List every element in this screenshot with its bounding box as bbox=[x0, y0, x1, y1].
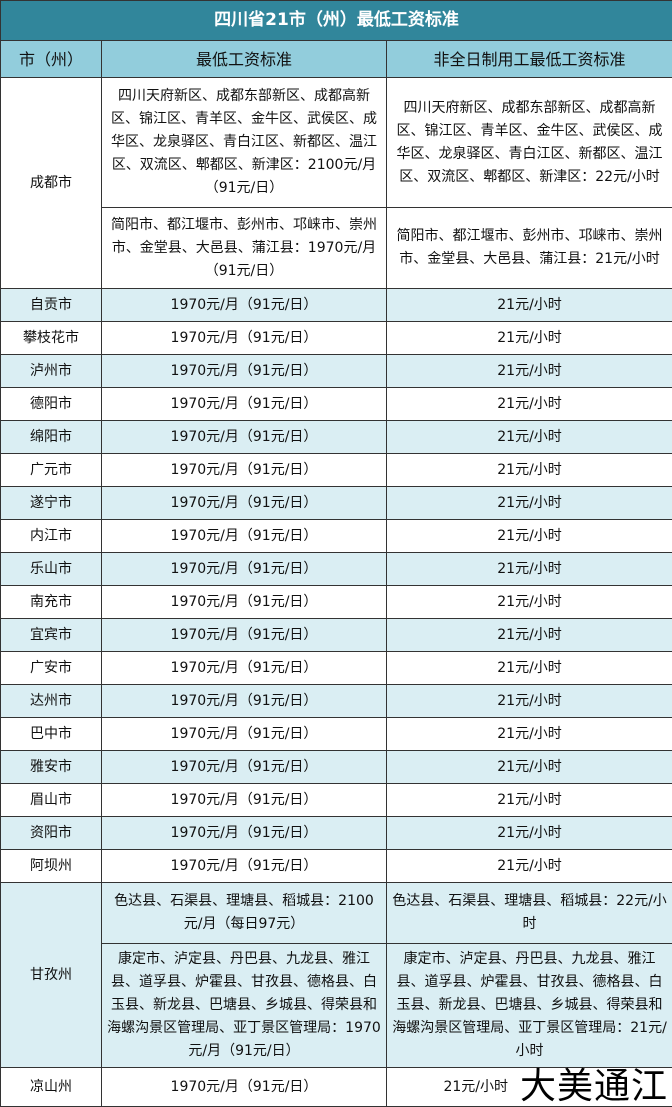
hourly-wage: 21元/小时 bbox=[387, 421, 672, 454]
table-row: 康定市、泸定县、丹巴县、九龙县、雅江县、道孚县、炉霍县、甘孜县、德格县、白玉县、… bbox=[1, 944, 672, 1068]
monthly-wage: 1970元/月（91元/日） bbox=[102, 421, 387, 454]
city-name: 巴中市 bbox=[1, 718, 102, 751]
city-name: 绵阳市 bbox=[1, 421, 102, 454]
monthly-wage: 1970元/月（91元/日） bbox=[102, 751, 387, 784]
hourly-wage: 21元/小时 bbox=[387, 322, 672, 355]
city-name: 广元市 bbox=[1, 454, 102, 487]
city-name: 南充市 bbox=[1, 586, 102, 619]
city-name: 泸州市 bbox=[1, 355, 102, 388]
hourly-wage: 21元/小时 bbox=[387, 685, 672, 718]
city-name: 宜宾市 bbox=[1, 619, 102, 652]
monthly-wage: 1970元/月（91元/日） bbox=[102, 685, 387, 718]
city-name: 达州市 bbox=[1, 685, 102, 718]
monthly-wage: 1970元/月（91元/日） bbox=[102, 817, 387, 850]
city-name: 内江市 bbox=[1, 520, 102, 553]
header-monthly: 最低工资标准 bbox=[102, 41, 387, 78]
monthly-wage: 1970元/月（91元/日） bbox=[102, 553, 387, 586]
hourly-wage: 21元/小时 bbox=[387, 487, 672, 520]
hourly-wage: 21元/小时 bbox=[387, 718, 672, 751]
monthly-wage: 康定市、泸定县、丹巴县、九龙县、雅江县、道孚县、炉霍县、甘孜县、德格县、白玉县、… bbox=[102, 944, 387, 1068]
table-title: 四川省21市（州）最低工资标准 bbox=[1, 1, 672, 41]
city-name: 德阳市 bbox=[1, 388, 102, 421]
table-row: 甘孜州 色达县、石渠县、理塘县、稻城县：2100元/月（每日97元） 色达县、石… bbox=[1, 883, 672, 944]
table-row: 简阳市、都江堰市、彭州市、邛崃市、崇州市、金堂县、大邑县、蒲江县：1970元/月… bbox=[1, 208, 672, 289]
city-name: 广安市 bbox=[1, 652, 102, 685]
monthly-wage: 1970元/月（91元/日） bbox=[102, 322, 387, 355]
hourly-wage: 21元/小时 bbox=[387, 355, 672, 388]
hourly-wage: 21元/小时 bbox=[387, 817, 672, 850]
monthly-wage: 1970元/月（91元/日） bbox=[102, 784, 387, 817]
hourly-wage: 21元/小时 bbox=[443, 1076, 508, 1099]
monthly-wage: 1970元/月（91元/日） bbox=[102, 454, 387, 487]
city-name: 成都市 bbox=[1, 78, 102, 289]
hourly-wage: 21元/小时 bbox=[387, 784, 672, 817]
monthly-wage: 1970元/月（91元/日） bbox=[102, 652, 387, 685]
header-hourly: 非全日制用工最低工资标准 bbox=[387, 41, 672, 78]
monthly-wage: 1970元/月（91元/日） bbox=[102, 586, 387, 619]
city-name: 乐山市 bbox=[1, 553, 102, 586]
hourly-wage: 康定市、泸定县、丹巴县、九龙县、雅江县、道孚县、炉霍县、甘孜县、德格县、白玉县、… bbox=[387, 944, 672, 1068]
monthly-wage: 1970元/月（91元/日） bbox=[102, 487, 387, 520]
hourly-wage: 四川天府新区、成都东部新区、成都高新区、锦江区、青羊区、金牛区、武侯区、成华区、… bbox=[387, 78, 672, 208]
city-name: 资阳市 bbox=[1, 817, 102, 850]
monthly-wage: 1970元/月（91元/日） bbox=[102, 388, 387, 421]
hourly-wage: 21元/小时 bbox=[387, 850, 672, 883]
hourly-wage: 21元/小时 bbox=[387, 520, 672, 553]
header-row: 市（州） 最低工资标准 非全日制用工最低工资标准 bbox=[1, 41, 672, 78]
city-name: 自贡市 bbox=[1, 289, 102, 322]
city-name: 遂宁市 bbox=[1, 487, 102, 520]
monthly-wage: 简阳市、都江堰市、彭州市、邛崃市、崇州市、金堂县、大邑县、蒲江县：1970元/月… bbox=[102, 208, 387, 289]
monthly-wage: 1970元/月（91元/日） bbox=[102, 355, 387, 388]
monthly-wage: 1970元/月（91元/日） bbox=[102, 619, 387, 652]
hourly-wage: 21元/小时 bbox=[387, 454, 672, 487]
hourly-wage: 21元/小时 bbox=[387, 652, 672, 685]
monthly-wage: 1970元/月（91元/日） bbox=[102, 718, 387, 751]
hourly-wage: 21元/小时 bbox=[387, 751, 672, 784]
city-name: 眉山市 bbox=[1, 784, 102, 817]
hourly-wage: 21元/小时 bbox=[387, 619, 672, 652]
hourly-wage: 色达县、石渠县、理塘县、稻城县：22元/小时 bbox=[387, 883, 672, 944]
hourly-wage: 简阳市、都江堰市、彭州市、邛崃市、崇州市、金堂县、大邑县、蒲江县：21元/小时 bbox=[387, 208, 672, 289]
city-name: 阿坝州 bbox=[1, 850, 102, 883]
watermark: 大美通江 bbox=[520, 1068, 668, 1106]
hourly-wage: 21元/小时 bbox=[387, 388, 672, 421]
header-city: 市（州） bbox=[1, 41, 102, 78]
monthly-wage: 1970元/月（91元/日） bbox=[102, 289, 387, 322]
city-name: 雅安市 bbox=[1, 751, 102, 784]
monthly-wage: 1970元/月（91元/日） bbox=[102, 850, 387, 883]
monthly-wage: 色达县、石渠县、理塘县、稻城县：2100元/月（每日97元） bbox=[102, 883, 387, 944]
table-row: 成都市 四川天府新区、成都东部新区、成都高新区、锦江区、青羊区、金牛区、武侯区、… bbox=[1, 78, 672, 208]
monthly-wage: 四川天府新区、成都东部新区、成都高新区、锦江区、青羊区、金牛区、武侯区、成华区、… bbox=[102, 78, 387, 208]
hourly-wage: 21元/小时 bbox=[387, 289, 672, 322]
hourly-wage: 21元/小时 bbox=[387, 553, 672, 586]
city-name: 甘孜州 bbox=[1, 883, 102, 1068]
city-name: 攀枝花市 bbox=[1, 322, 102, 355]
monthly-wage: 1970元/月（91元/日） bbox=[102, 520, 387, 553]
hourly-wage: 21元/小时 bbox=[387, 586, 672, 619]
